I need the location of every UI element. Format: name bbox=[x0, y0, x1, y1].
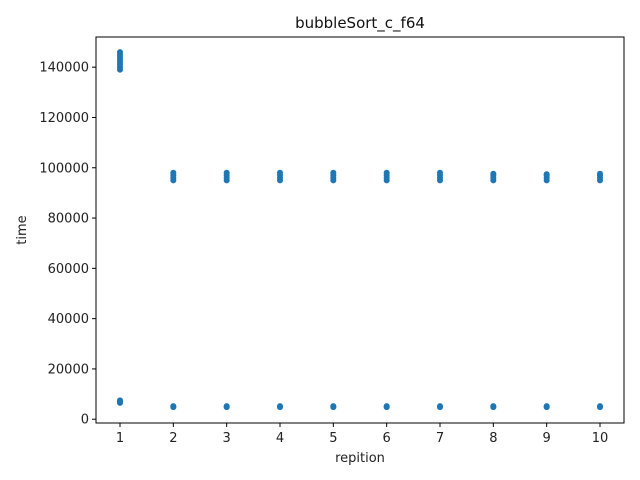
x-tick-label: 4 bbox=[276, 431, 284, 446]
x-tick-label: 10 bbox=[592, 431, 609, 446]
x-tick-label: 2 bbox=[169, 431, 177, 446]
y-axis-label: time bbox=[15, 215, 30, 244]
x-tick-label: 8 bbox=[489, 431, 497, 446]
points-layer bbox=[117, 49, 603, 411]
y-tick-label: 0 bbox=[81, 413, 89, 428]
data-point bbox=[223, 169, 230, 176]
y-tick-label: 80000 bbox=[48, 212, 89, 227]
data-point bbox=[437, 403, 443, 410]
plot-frame bbox=[95, 36, 625, 424]
data-point bbox=[117, 49, 123, 56]
data-point bbox=[490, 170, 497, 177]
x-tick-label: 7 bbox=[436, 431, 444, 446]
x-ticks: 1 2 3 4 5 6 7 8 9 10 bbox=[116, 423, 608, 446]
data-point bbox=[223, 403, 230, 410]
y-tick-label: 40000 bbox=[48, 312, 89, 327]
data-point bbox=[437, 169, 443, 176]
x-tick-label: 5 bbox=[329, 431, 337, 446]
data-point bbox=[383, 169, 390, 176]
y-ticks: 0 20000 40000 60000 80000 100000 120000 140000 bbox=[39, 61, 96, 428]
y-tick-label: 60000 bbox=[48, 262, 89, 277]
data-point bbox=[383, 403, 390, 410]
y-tick-label: 140000 bbox=[39, 61, 89, 76]
x-tick-label: 9 bbox=[543, 431, 551, 446]
data-point bbox=[330, 403, 337, 410]
x-axis-label: repition bbox=[335, 451, 385, 466]
y-tick-label: 20000 bbox=[48, 362, 89, 377]
x-tick-label: 6 bbox=[383, 431, 391, 446]
data-point bbox=[490, 403, 497, 410]
y-tick-label: 100000 bbox=[39, 161, 89, 176]
data-point bbox=[277, 169, 283, 176]
chart-title: bubbleSort_c_f64 bbox=[295, 14, 425, 33]
data-point bbox=[597, 170, 603, 177]
data-point bbox=[597, 403, 603, 410]
data-point bbox=[543, 171, 550, 178]
x-tick-label: 3 bbox=[223, 431, 231, 446]
data-point bbox=[277, 403, 283, 410]
data-point bbox=[543, 403, 550, 410]
data-point bbox=[117, 397, 123, 404]
x-tick-label: 1 bbox=[116, 431, 124, 446]
y-tick-label: 120000 bbox=[39, 111, 89, 126]
data-point bbox=[170, 169, 177, 176]
data-point bbox=[330, 169, 337, 176]
data-point bbox=[170, 403, 177, 410]
